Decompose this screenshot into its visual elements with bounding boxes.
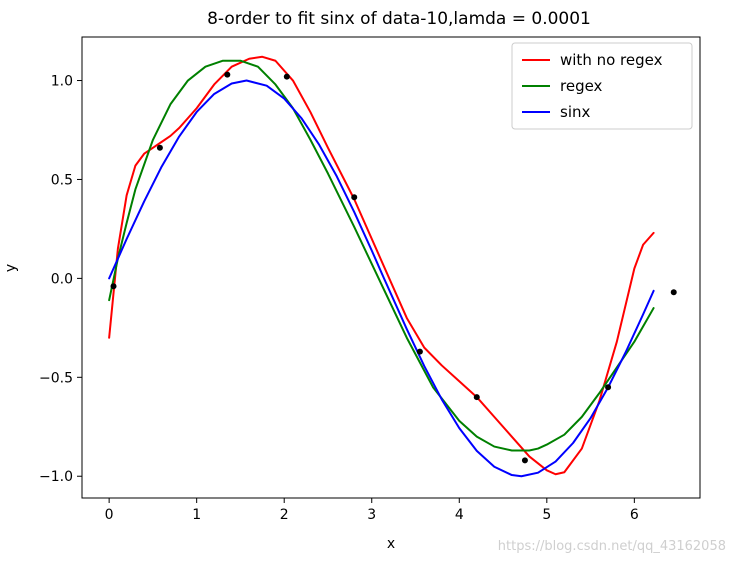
data-point [473,394,480,401]
x-tick-label: 1 [192,507,201,523]
data-point [224,71,231,78]
data-point [605,384,612,391]
x-tick-label: 5 [542,507,551,523]
y-axis-label: y [3,264,19,272]
data-point [156,144,163,151]
data-point [521,457,528,464]
data-point [110,283,117,290]
series-line-2 [108,59,655,452]
legend-label: regex [560,77,603,95]
chart-title: 8-order to fit sinx of data-10,lamda = 0… [207,9,591,29]
y-tick-label: −1.0 [39,469,73,485]
legend-box [511,42,693,130]
watermark: https://blog.csdn.net/qq_43162058 [498,539,726,554]
series-line-3 [108,79,655,478]
y-tick-label: −0.5 [39,370,73,386]
y-tick-label: 1.0 [51,74,73,90]
x-tick-label: 3 [367,507,376,523]
x-tick-label: 2 [280,507,289,523]
x-tick-label: 0 [105,507,114,523]
y-tick-label: 0.0 [51,271,73,287]
legend: with no regex regex sinx [511,42,693,130]
x-axis-label: x [387,536,395,552]
y-tick-label: 0.5 [51,172,73,188]
legend-label: with no regex [560,51,663,69]
data-point [351,194,358,201]
legend-label: sinx [560,103,590,121]
data-point [283,73,290,80]
x-tick-label: 6 [630,507,639,523]
data-point [670,289,677,296]
data-point [416,348,423,355]
x-tick-label: 4 [455,507,464,523]
